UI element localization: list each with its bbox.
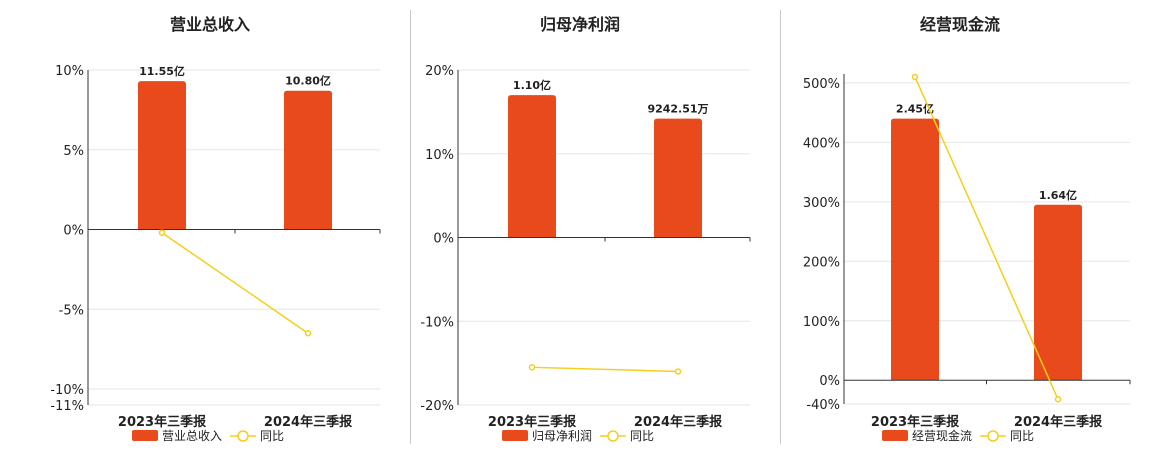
chart-title: 归母净利润 [540, 15, 620, 34]
legend-line-marker [607, 430, 619, 442]
y-tick-label: 0% [819, 374, 840, 389]
bar-data-label: 1.64亿 [1039, 188, 1077, 202]
x-category-label: 2023年三季报 [871, 414, 960, 430]
yoy-point [528, 364, 536, 371]
chart-svg-3: 经营现金流 500% 400% 300% 200% 100% 0% -40% 2.45亿 1.64… [803, 15, 1131, 443]
yoy-point [674, 368, 682, 375]
yoy-line [161, 232, 309, 334]
y-tick-label: 10% [55, 64, 84, 79]
chart-title: 营业总收入 [170, 15, 250, 34]
y-tick-label: 5% [63, 144, 84, 159]
legend-line-label: 同比 [1010, 429, 1034, 443]
y-tick-label: 400% [803, 136, 840, 151]
y-tick-label: 100% [803, 315, 840, 330]
bar-data-label: 11.55亿 [139, 64, 185, 78]
yoy-point [911, 73, 919, 81]
y-tick-label: -11% [50, 399, 84, 414]
yoy-line [531, 366, 679, 373]
bar-data-label: 2.45亿 [896, 102, 934, 116]
bar-data-label: 9242.51万 [647, 103, 708, 116]
legend-bar-label: 营业总收入 [162, 429, 222, 443]
x-category-label: 2023年三季报 [488, 414, 577, 430]
bar [138, 81, 186, 230]
chart-panel-2: 归母净利润 20% 10% 0% -10% -20% 1.10亿 9242.51万 2023年三… [400, 0, 780, 450]
bar [1034, 204, 1082, 381]
y-tick-label: -20% [420, 399, 454, 414]
legend-line-label: 同比 [260, 429, 284, 443]
chart-panel-1: 营业总收入 10% 5% 0% -5% -10% -11% 11.55亿 10.80亿 2023年… [0, 0, 400, 450]
x-category-label: 2024年三季报 [634, 414, 723, 430]
legend: 经营现金流 同比 [882, 428, 1034, 443]
y-tick-label: -5% [59, 303, 84, 318]
bar-data-label: 10.80亿 [285, 74, 331, 88]
yoy-line [914, 76, 1059, 400]
y-tick-label: -10% [50, 383, 84, 398]
legend: 营业总收入 同比 [132, 429, 284, 443]
bar-data-label: 1.10亿 [513, 78, 551, 92]
legend-bar-swatch [132, 430, 158, 441]
chart-panel-3: 经营现金流 500% 400% 300% 200% 100% 0% -40% 2.45亿 1.64… [780, 0, 1160, 450]
chart-svg-1: 营业总收入 10% 5% 0% -5% -10%-11% 11.55亿 10.80亿 2023年… [50, 15, 381, 443]
x-category-label: 2024年三季报 [264, 414, 353, 430]
y-tick-label: -10% [420, 315, 454, 330]
legend-line-marker [237, 430, 249, 442]
bar [891, 118, 939, 381]
x-category-label: 2024年三季报 [1014, 414, 1103, 430]
chart-svg-2: 归母净利润 20% 10% 0% -10% -20% 1.10亿 9242.51万 2023年三… [420, 15, 751, 443]
y-tick-label: 0% [63, 224, 84, 239]
legend-bar-label: 经营现金流 [912, 428, 972, 443]
y-tick-label: 20% [425, 64, 454, 79]
legend-line-label: 同比 [630, 429, 654, 443]
legend-line-marker [987, 430, 999, 442]
y-tick-label: 500% [803, 77, 840, 92]
panel-divider-2 [780, 10, 781, 444]
bar [508, 95, 556, 238]
y-tick-label: 10% [425, 148, 454, 163]
bar [284, 90, 332, 230]
yoy-point [1054, 395, 1062, 403]
x-category-label: 2023年三季报 [118, 414, 207, 430]
y-tick-label: 0% [433, 232, 454, 247]
legend-bar-swatch [882, 430, 908, 441]
panel-divider-1 [410, 10, 411, 444]
legend-bar-label: 归母净利润 [532, 429, 592, 443]
y-tick-label: 300% [803, 196, 840, 211]
legend: 归母净利润 同比 [502, 429, 654, 443]
yoy-point [158, 229, 166, 236]
yoy-point [304, 329, 312, 337]
chart-title: 经营现金流 [920, 15, 1000, 34]
legend-bar-swatch [502, 430, 528, 441]
bar [654, 118, 702, 238]
y-tick-label: 200% [803, 255, 840, 270]
y-tick-label: -40% [806, 398, 840, 413]
